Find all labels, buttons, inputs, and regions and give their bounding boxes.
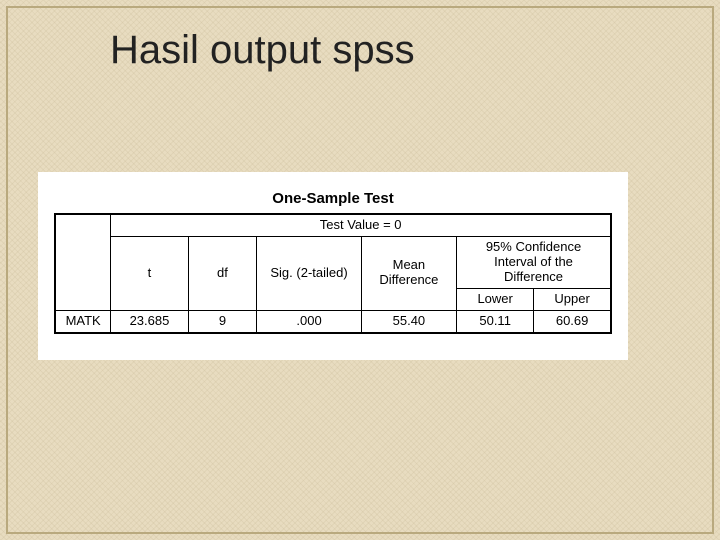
header-upper: Upper <box>534 288 611 310</box>
cell-t: 23.685 <box>111 310 188 332</box>
table-row: MATK 23.685 9 .000 55.40 50.11 60.69 <box>55 310 611 332</box>
table-title: One-Sample Test <box>54 190 612 207</box>
spss-output-panel: One-Sample Test Test Value = 0 t df Sig.… <box>38 172 628 360</box>
one-sample-test-table: Test Value = 0 t df Sig. (2-tailed) Mean… <box>54 213 612 334</box>
cell-df: 9 <box>188 310 257 332</box>
header-blank <box>55 214 111 310</box>
cell-sig: .000 <box>257 310 361 332</box>
header-sig: Sig. (2-tailed) <box>257 236 361 310</box>
header-df: df <box>188 236 257 310</box>
header-test-value: Test Value = 0 <box>111 214 611 236</box>
header-mean-diff: MeanDifference <box>361 236 456 310</box>
cell-label: MATK <box>55 310 111 332</box>
header-t: t <box>111 236 188 310</box>
header-ci: 95% ConfidenceInterval of theDifference <box>457 236 611 288</box>
cell-upper: 60.69 <box>534 310 611 332</box>
cell-lower: 50.11 <box>457 310 534 332</box>
slide-title: Hasil output spss <box>110 28 415 73</box>
cell-mean-diff: 55.40 <box>361 310 456 332</box>
header-lower: Lower <box>457 288 534 310</box>
